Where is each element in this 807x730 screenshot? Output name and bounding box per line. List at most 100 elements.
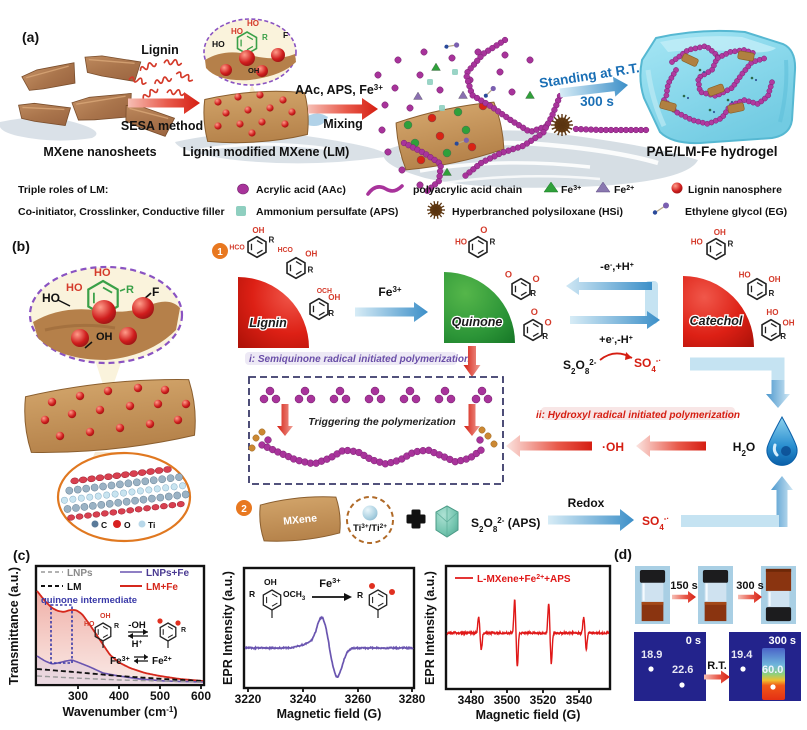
svg-text:3480: 3480 — [458, 693, 485, 707]
svg-text:R: R — [249, 589, 255, 599]
svg-text:(c): (c) — [13, 547, 30, 563]
svg-text:O: O — [533, 274, 540, 284]
svg-text:SESA method: SESA method — [121, 119, 203, 133]
svg-text:-OH: -OH — [128, 620, 146, 631]
svg-text:EPR Intensity (a.u.): EPR Intensity (a.u.) — [221, 571, 235, 685]
svg-text:Magnetic field (G): Magnetic field (G) — [277, 707, 382, 721]
svg-text:EPR Intensity (a.u.): EPR Intensity (a.u.) — [423, 571, 437, 685]
svg-text:R: R — [490, 238, 496, 247]
svg-text:Mixing: Mixing — [323, 117, 363, 131]
svg-text:i: Semiquinone radical initia: i: Semiquinone radical initiated polymer… — [249, 354, 470, 365]
svg-text:HO: HO — [455, 238, 467, 247]
svg-text:R: R — [357, 590, 363, 600]
svg-text:R: R — [542, 332, 548, 341]
svg-text:MXene: MXene — [283, 512, 318, 527]
svg-text:Lignin: Lignin — [141, 43, 179, 57]
svg-text:300 s: 300 s — [736, 580, 764, 592]
svg-text:-e-,+H+: -e-,+H+ — [600, 261, 634, 273]
svg-text:HO: HO — [42, 291, 60, 305]
svg-text:Transmittance (a.u.): Transmittance (a.u.) — [7, 567, 21, 685]
svg-text:LNPs: LNPs — [67, 568, 93, 579]
svg-text:L-MXene+Fe2++APS: L-MXene+Fe2++APS — [477, 574, 571, 586]
svg-text:600: 600 — [191, 689, 211, 703]
svg-text:19.4: 19.4 — [731, 649, 753, 661]
svg-text:MXene nanosheets: MXene nanosheets — [43, 145, 156, 159]
svg-text:(b): (b) — [12, 238, 30, 254]
svg-text:OH: OH — [305, 250, 317, 259]
svg-text:OH: OH — [252, 226, 264, 235]
svg-text:300: 300 — [68, 689, 88, 703]
svg-text:HO: HO — [247, 19, 259, 28]
svg-text:H2O: H2O — [733, 440, 755, 458]
svg-text:AAc, APS, Fe3+: AAc, APS, Fe3+ — [295, 83, 383, 98]
svg-text:HO: HO — [84, 621, 95, 628]
svg-text:R: R — [530, 289, 536, 298]
svg-text:F: F — [283, 30, 288, 40]
svg-text:400: 400 — [109, 689, 129, 703]
svg-text:R: R — [126, 284, 134, 296]
svg-text:60.0: 60.0 — [762, 664, 783, 676]
svg-text:R: R — [181, 627, 186, 634]
svg-text:O: O — [505, 270, 512, 280]
svg-text:Ammonium persulfate (APS): Ammonium persulfate (APS) — [256, 206, 398, 218]
svg-text:OH: OH — [714, 228, 726, 237]
svg-text:Hyperbranched polysiloxane (HS: Hyperbranched polysiloxane (HSi) — [452, 206, 623, 218]
svg-text:3500: 3500 — [494, 693, 521, 707]
svg-text:Lignin nanosphere: Lignin nanosphere — [688, 184, 782, 196]
svg-text:Ti3+/Ti2+: Ti3+/Ti2+ — [353, 523, 387, 535]
svg-text:HO: HO — [766, 308, 778, 317]
svg-text:+e-,-H+: +e-,-H+ — [599, 334, 633, 346]
svg-text:LM+Fe: LM+Fe — [146, 582, 178, 593]
svg-text:PAE/LM-Fe hydrogel: PAE/LM-Fe hydrogel — [646, 144, 777, 159]
svg-text:Triggering the polymerization: Triggering the polymerization — [308, 416, 455, 428]
svg-text:·OH: ·OH — [602, 440, 624, 454]
svg-text:R: R — [769, 289, 775, 298]
svg-text:300 s: 300 s — [580, 94, 614, 109]
svg-text:Magnetic field (G): Magnetic field (G) — [476, 708, 581, 722]
svg-text:Lignin modified MXene (LM): Lignin modified MXene (LM) — [183, 145, 350, 159]
svg-text:3540: 3540 — [566, 693, 593, 707]
svg-text:2: 2 — [241, 504, 247, 515]
svg-text:18.9: 18.9 — [641, 649, 662, 661]
svg-text:OCH3: OCH3 — [283, 589, 306, 602]
svg-text:R: R — [728, 240, 734, 249]
svg-text:R: R — [780, 332, 786, 341]
svg-text:Ti: Ti — [148, 520, 155, 530]
svg-text:O: O — [124, 520, 131, 530]
svg-text:HO: HO — [691, 237, 703, 246]
svg-text:R: R — [114, 623, 119, 630]
svg-text:Redox: Redox — [568, 496, 605, 510]
svg-text:R: R — [328, 309, 334, 318]
svg-text:LM: LM — [67, 582, 81, 593]
svg-text:3260: 3260 — [345, 692, 372, 706]
svg-text:Catechol: Catechol — [690, 314, 743, 328]
svg-text:Fe3+: Fe3+ — [110, 656, 130, 668]
svg-text:OH: OH — [264, 577, 277, 587]
svg-text:O: O — [531, 307, 538, 317]
svg-text:Quinone: Quinone — [452, 315, 503, 329]
svg-text:R: R — [308, 266, 314, 275]
svg-text:HCO: HCO — [229, 244, 245, 251]
svg-text:Triple roles of LM:: Triple roles of LM: — [18, 184, 108, 196]
svg-text:3520: 3520 — [530, 693, 557, 707]
svg-text:ii: Hydroxyl radical initiated: ii: Hydroxyl radical initiated polymeriz… — [536, 410, 740, 421]
svg-text:150 s: 150 s — [670, 580, 698, 592]
svg-text:HCO: HCO — [278, 247, 294, 254]
svg-text:(d): (d) — [614, 546, 632, 562]
svg-text:F: F — [152, 285, 159, 299]
svg-text:Co-initiator, Crosslinker, Con: Co-initiator, Crosslinker, Conductive fi… — [18, 206, 225, 218]
svg-text:H+: H+ — [132, 639, 143, 651]
svg-text:Ethylene glycol (EG): Ethylene glycol (EG) — [685, 206, 787, 218]
svg-text:R: R — [262, 33, 268, 42]
svg-text:quinone intermediate: quinone intermediate — [41, 595, 137, 606]
svg-text:3240: 3240 — [290, 692, 317, 706]
svg-text:R.T.: R.T. — [707, 660, 727, 672]
svg-text:Fe2+: Fe2+ — [152, 656, 172, 668]
svg-text:HO: HO — [212, 39, 225, 49]
svg-text:polyacrylic acid chain: polyacrylic acid chain — [413, 184, 522, 196]
svg-text:LNPs+Fe: LNPs+Fe — [146, 568, 190, 579]
svg-text:OH: OH — [100, 613, 111, 620]
svg-text:3280: 3280 — [399, 692, 426, 706]
svg-text:(a): (a) — [22, 29, 39, 45]
svg-text:R: R — [269, 235, 275, 244]
